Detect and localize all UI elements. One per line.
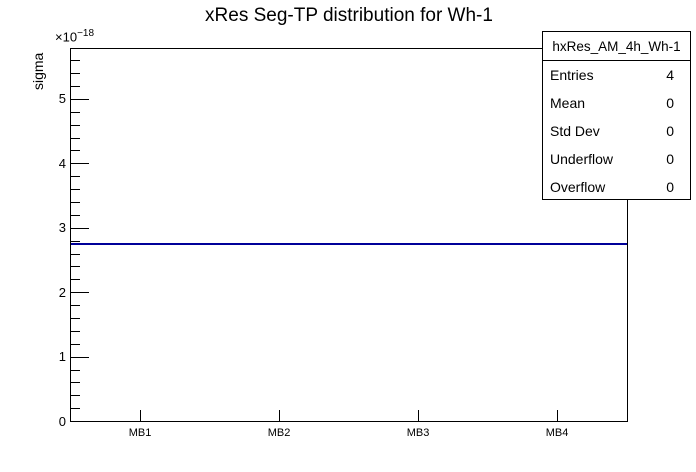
chart-title: xRes Seg-TP distribution for Wh-1 [205,5,493,26]
y-axis-tick-label: 4 [58,155,66,171]
y-axis-minor-tick [71,382,80,384]
stats-label: Overflow [550,179,606,195]
histogram-line [71,243,627,246]
x-axis-tick [417,409,419,422]
x-axis-tick [556,409,558,422]
x-axis-tick [278,409,280,422]
x-axis-tick-label: MB3 [406,427,430,439]
y-axis-minor-tick [71,189,80,191]
stats-value: 0 [666,123,674,139]
y-axis-tick-label: 3 [58,220,66,236]
y-axis-minor-tick [71,317,80,319]
y-axis-major-tick [71,292,89,294]
x-axis-tick-label: MB1 [128,427,152,439]
stats-value: 0 [666,151,674,167]
x-axis-tick [139,409,141,422]
y-axis-minor-tick [71,60,80,62]
stats-row-underflow: Underflow 0 [543,145,690,173]
stats-title: hxRes_AM_4h_Wh-1 [543,32,690,61]
y-axis-minor-tick [71,305,80,306]
y-axis-minor-tick [71,214,80,216]
y-axis-minor-tick [71,150,80,152]
y-axis-minor-tick [71,137,80,139]
stats-label: Std Dev [550,123,600,139]
y-axis-tick-label: 5 [58,91,66,107]
y-axis-minor-tick [71,330,80,332]
stats-label: Mean [550,95,586,111]
y-axis-minor-tick [71,86,80,87]
stats-value: 0 [666,95,674,111]
stats-label: Underflow [550,151,614,167]
y-axis-minor-tick [71,266,80,268]
y-axis-minor-tick [71,343,80,345]
y-axis-major-tick [71,98,89,100]
x-axis-tick-label: MB4 [545,427,569,439]
y-axis-minor-tick [71,369,80,371]
stats-row-overflow: Overflow 0 [543,173,690,201]
y-axis-major-tick [71,163,89,165]
y-axis-major-tick [71,356,89,358]
y-axis-title: sigma [30,52,46,90]
stats-row-stddev: Std Dev 0 [543,117,690,145]
stats-row-mean: Mean 0 [543,89,690,117]
stats-box: hxRes_AM_4h_Wh-1 Entries 4 Mean 0 Std De… [542,31,691,200]
y-axis-minor-tick [71,395,80,397]
y-axis-minor-tick [71,408,80,410]
x-axis-tick-label: MB2 [267,427,291,439]
y-axis-tick-label: 1 [58,349,66,365]
y-exponent-base: ×10 [55,29,78,45]
stats-value: 4 [666,67,674,83]
y-axis-minor-tick [71,111,80,113]
y-axis-tick-label: 0 [58,413,66,429]
y-axis-minor-tick [71,240,80,242]
y-exponent-power: −18 [77,28,95,39]
plot-frame [70,48,628,422]
stats-label: Entries [550,67,594,83]
y-axis-major-tick [71,227,89,229]
y-axis-minor-tick [71,176,80,178]
y-axis-minor-tick [71,202,80,203]
y-axis-exponent: ×10−18 [55,28,94,44]
stats-row-entries: Entries 4 [543,61,690,89]
y-axis-minor-tick [71,279,80,281]
y-axis-tick-label: 2 [58,284,66,300]
stats-value: 0 [666,179,674,195]
y-axis-minor-tick [71,73,80,75]
y-axis-minor-tick [71,253,80,255]
y-axis-minor-tick [71,124,80,126]
